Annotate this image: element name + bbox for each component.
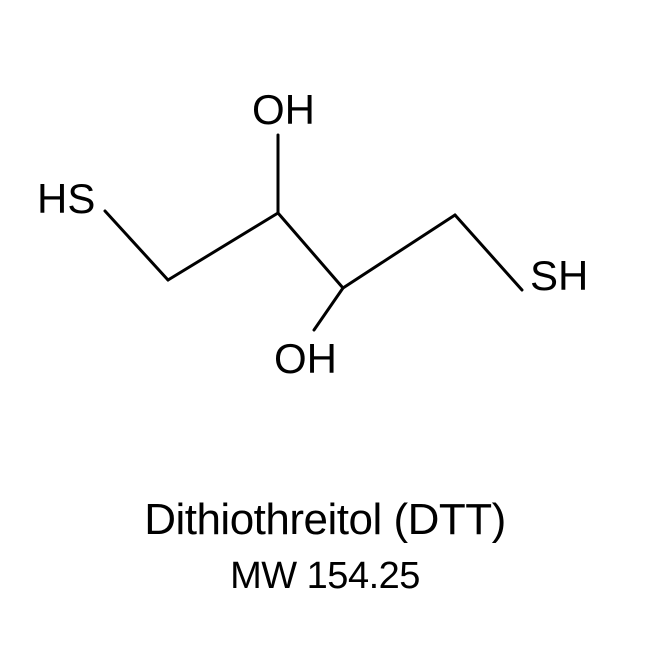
- atom-hs-left: HS: [37, 175, 95, 223]
- atom-sh-right: SH: [530, 252, 588, 300]
- atom-oh-bottom: OH: [274, 335, 337, 383]
- atom-oh-top: OH: [252, 86, 315, 134]
- chemical-diagram-container: HS OH OH SH Dithiothreitol (DTT) MW 154.…: [0, 0, 650, 664]
- compound-name: Dithiothreitol (DTT): [0, 495, 650, 545]
- molecular-weight: MW 154.25: [0, 555, 650, 598]
